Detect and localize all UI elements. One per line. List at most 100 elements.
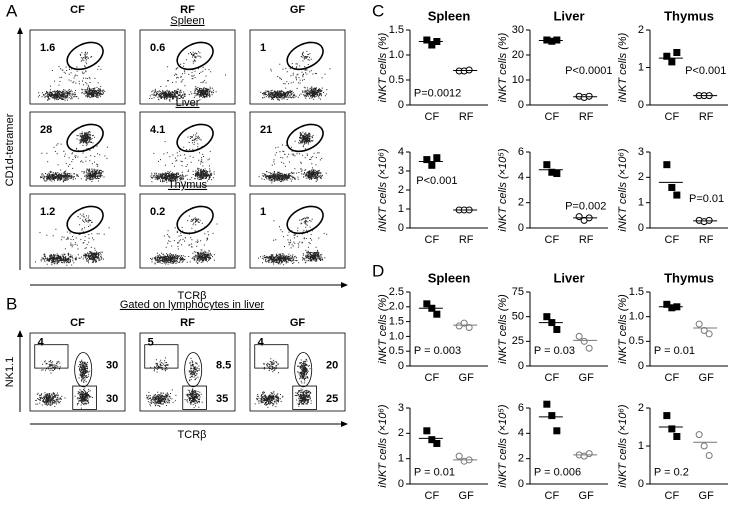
- y-axis-label: iNKT cells (%): [497, 32, 509, 102]
- gate-value: 30: [106, 360, 118, 372]
- y-tick-label: 4: [518, 427, 524, 439]
- chart-title: Liver: [553, 270, 584, 285]
- column-header: RF: [180, 317, 195, 329]
- annotation: P=0.002: [565, 201, 606, 213]
- y-axis-label: iNKT cells (×10⁶): [377, 148, 389, 231]
- gate-value: 21: [260, 124, 272, 136]
- gate: [66, 205, 104, 235]
- plot-frame: [29, 111, 126, 187]
- point: [705, 216, 713, 224]
- y-tick-label: 0: [518, 360, 524, 372]
- dot-cloud: [40, 131, 108, 183]
- dot-cloud: [35, 213, 110, 266]
- panel-label: B: [6, 294, 17, 313]
- dot-cloud: [35, 359, 93, 409]
- point: [548, 412, 556, 420]
- point: [548, 37, 556, 45]
- y-tick-label: 1.0: [629, 311, 644, 323]
- dot-cloud: [37, 51, 106, 101]
- gate: [294, 352, 313, 388]
- y-tick-label: 2: [398, 427, 404, 439]
- x-tick-label: GF: [699, 372, 715, 384]
- y-axis-label: iNKT cells (%): [377, 32, 389, 102]
- gate-value: 25: [326, 393, 338, 405]
- plot-frame: [139, 29, 236, 105]
- point: [433, 154, 441, 162]
- column-header: GF: [290, 4, 306, 16]
- y-tick-label: 0.5: [389, 345, 404, 357]
- y-axis-label: iNKT cells (%): [617, 32, 629, 102]
- point: [673, 49, 681, 56]
- x-tick-label: CF: [545, 111, 560, 123]
- chart-title: Liver: [553, 8, 584, 23]
- y-axis-label: iNKT cells (×10⁶): [617, 404, 629, 487]
- point: [553, 170, 561, 178]
- y-axis-label: iNKT cells (×10⁵): [497, 404, 509, 488]
- x-tick-label: CF: [665, 234, 680, 246]
- plot-frame: [29, 29, 126, 105]
- x-tick-label: GF: [459, 372, 475, 384]
- y-tick-label: 0: [398, 360, 404, 372]
- point: [433, 310, 441, 318]
- gate-value: 20: [326, 360, 338, 372]
- y-axis-label: iNKT cells (%): [377, 294, 389, 364]
- annotation: P = 0.006: [534, 467, 581, 479]
- arrow-head: [341, 421, 348, 427]
- y-tick-label: 1.5: [389, 24, 404, 36]
- gate: [176, 41, 214, 71]
- y-tick-label: 2: [638, 171, 644, 183]
- plot-frame: [249, 193, 346, 269]
- x-tick-label: CF: [665, 372, 680, 384]
- gate: [176, 123, 214, 153]
- gate: [66, 123, 104, 153]
- point: [455, 452, 463, 460]
- y-tick-label: 2: [638, 402, 644, 414]
- gate: [286, 205, 324, 235]
- point: [663, 300, 671, 308]
- gate: [254, 344, 289, 369]
- y-tick-label: 0: [518, 478, 524, 490]
- row-title: Spleen: [170, 15, 204, 27]
- y-tick-label: 0: [638, 222, 644, 234]
- annotation: P<0.0001: [565, 65, 612, 77]
- gate-value: 5: [148, 336, 154, 348]
- x-tick-label: GF: [579, 372, 595, 384]
- point: [428, 161, 436, 169]
- x-tick-label: CF: [545, 234, 560, 246]
- point: [668, 304, 676, 312]
- plot-frame: [139, 111, 236, 187]
- y-tick-label: 2: [518, 453, 524, 465]
- point: [663, 52, 671, 60]
- point: [673, 433, 681, 440]
- point: [575, 332, 583, 340]
- annotation: P = 0.2: [654, 467, 689, 479]
- x-tick-label: CF: [425, 490, 440, 502]
- gate-value: 1: [260, 206, 266, 218]
- y-tick-label: 20: [512, 49, 524, 61]
- y-axis-label: iNKT cells (×10⁵): [497, 148, 509, 232]
- point: [673, 191, 681, 199]
- point: [553, 427, 561, 435]
- point: [423, 300, 431, 308]
- point: [423, 156, 431, 164]
- y-tick-label: 1.0: [389, 330, 404, 342]
- chart-title: Spleen: [428, 270, 471, 285]
- x-tick-label: CF: [425, 234, 440, 246]
- y-tick-label: 1: [398, 453, 404, 465]
- point: [668, 58, 676, 66]
- y-tick-label: 0: [398, 99, 404, 111]
- point: [423, 427, 431, 435]
- y-tick-label: 0.5: [389, 74, 404, 86]
- point: [455, 322, 463, 330]
- gate: [66, 41, 104, 71]
- x-tick-label: CF: [425, 372, 440, 384]
- panel-title: Gated on lymphocytes in liver: [120, 299, 265, 311]
- row-title: Liver: [176, 97, 200, 109]
- y-tick-label: 0.5: [629, 335, 644, 347]
- point: [580, 337, 588, 345]
- gate: [34, 344, 69, 369]
- gate-value: 1.6: [40, 42, 55, 54]
- point: [428, 41, 436, 49]
- point: [543, 161, 551, 169]
